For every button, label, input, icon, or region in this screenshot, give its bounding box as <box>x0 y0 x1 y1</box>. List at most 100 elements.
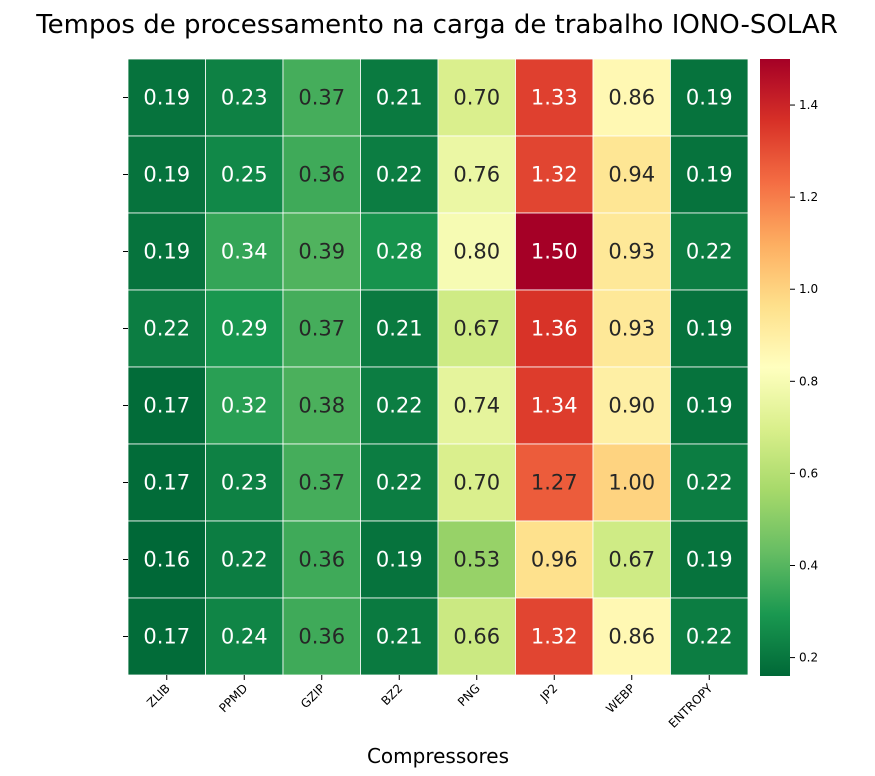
cell-value-label: 1.50 <box>531 240 578 264</box>
colorbar-tick-label: 0.8 <box>799 374 818 388</box>
heatmap-cell <box>592 135 671 214</box>
cell-value-label: 0.25 <box>221 163 268 187</box>
heatmap-cell <box>360 366 439 445</box>
cell-value-label: 0.19 <box>686 394 733 418</box>
heatmap-cell <box>360 58 439 137</box>
heatmap-cell <box>670 443 749 522</box>
cell-value-label: 0.74 <box>453 394 500 418</box>
heatmap-cell <box>205 135 284 214</box>
cell-value-label: 0.36 <box>298 163 345 187</box>
column-tick-label: JP2 <box>537 681 561 705</box>
cell-value-label: 1.36 <box>531 317 578 341</box>
cell-value-label: 0.22 <box>376 394 423 418</box>
heatmap-cell <box>282 443 361 522</box>
heatmap-cell <box>670 135 749 214</box>
cell-value-label: 1.33 <box>531 86 578 110</box>
cell-value-label: 0.32 <box>221 394 268 418</box>
cell-value-label: 0.37 <box>298 471 345 495</box>
heatmap-cell <box>205 212 284 291</box>
heatmap-cell <box>670 212 749 291</box>
cell-value-label: 0.17 <box>143 394 190 418</box>
heatmap-cell <box>670 520 749 599</box>
cell-value-label: 0.19 <box>376 548 423 572</box>
cell-value-label: 0.70 <box>453 86 500 110</box>
column-ticks: ZLIB PPMD GZIP BZ2 PNG JP2 WEBP ENTROPY <box>144 675 716 731</box>
colorbar-tick-label: 1.2 <box>799 190 818 204</box>
cell-value-label: 0.34 <box>221 240 268 264</box>
colorbar-tick-label: 1.4 <box>799 98 818 112</box>
column-tick-label: ENTROPY <box>666 681 716 731</box>
cell-value-label: 1.27 <box>531 471 578 495</box>
heatmap-cell <box>360 289 439 368</box>
heatmap-cell <box>127 520 206 599</box>
colorbar-scale <box>760 59 790 676</box>
colorbar-tick-label: 0.2 <box>799 651 818 665</box>
cell-value-label: 0.21 <box>376 317 423 341</box>
heatmap-cell <box>592 289 671 368</box>
cell-value-label: 0.36 <box>298 625 345 649</box>
colorbar-tick-label: 0.4 <box>799 558 818 572</box>
heatmap-cell <box>127 289 206 368</box>
heatmap-cell <box>360 212 439 291</box>
heatmap-cell <box>437 443 516 522</box>
cell-value-label: 0.70 <box>453 471 500 495</box>
cell-value-label: 0.17 <box>143 471 190 495</box>
heatmap-cell <box>670 58 749 137</box>
heatmap-cell <box>360 135 439 214</box>
cell-value-label: 0.23 <box>221 86 268 110</box>
cell-value-label: 0.21 <box>376 86 423 110</box>
heatmap-cell <box>437 289 516 368</box>
heatmap-cell <box>515 58 594 137</box>
cell-value-label: 0.93 <box>608 240 655 264</box>
heatmap-cell <box>670 597 749 676</box>
cell-value-label: 0.96 <box>531 548 578 572</box>
cell-value-label: 0.66 <box>453 625 500 649</box>
cell-value-label: 0.23 <box>221 471 268 495</box>
cell-value-label: 1.32 <box>531 163 578 187</box>
heatmap-cell <box>205 520 284 599</box>
cell-value-label: 0.19 <box>686 163 733 187</box>
heatmap-cell <box>437 212 516 291</box>
heatmap-cell <box>205 443 284 522</box>
heatmap-cell <box>592 212 671 291</box>
heatmap-cell <box>437 366 516 445</box>
cell-value-label: 0.19 <box>686 317 733 341</box>
column-tick-label: PPMD <box>216 681 250 715</box>
heatmap-cell <box>282 520 361 599</box>
cell-value-label: 0.86 <box>608 86 655 110</box>
heatmap-cell <box>282 366 361 445</box>
cell-value-label: 0.67 <box>453 317 500 341</box>
cell-value-label: 0.22 <box>686 471 733 495</box>
cell-value-label: 0.39 <box>298 240 345 264</box>
cell-value-label: 0.38 <box>298 394 345 418</box>
cell-value-label: 0.28 <box>376 240 423 264</box>
heatmap-cell <box>282 597 361 676</box>
cell-value-label: 0.22 <box>143 317 190 341</box>
cell-value-label: 0.16 <box>143 548 190 572</box>
heatmap-cell <box>282 212 361 291</box>
colorbar-tick-label: 1.0 <box>799 282 818 296</box>
row-ticks <box>123 97 128 637</box>
heatmap-cell <box>437 135 516 214</box>
cell-value-label: 0.37 <box>298 86 345 110</box>
cell-value-label: 0.29 <box>221 317 268 341</box>
heatmap-cell <box>127 212 206 291</box>
colorbar-tick-label: 0.6 <box>799 466 818 480</box>
cell-value-label: 0.86 <box>608 625 655 649</box>
column-tick-label: ZLIB <box>144 681 173 710</box>
cell-value-label: 0.19 <box>143 240 190 264</box>
cell-value-label: 0.22 <box>376 471 423 495</box>
colorbar: 0.2 0.4 0.6 0.8 1.0 1.2 1.4 <box>760 59 818 676</box>
column-tick-label: PNG <box>455 681 483 709</box>
cell-value-label: 0.24 <box>221 625 268 649</box>
column-tick-label: BZ2 <box>378 681 405 708</box>
heatmap-cell <box>515 212 594 291</box>
heatmap-cell <box>592 366 671 445</box>
heatmap-cell <box>437 520 516 599</box>
heatmap-cell <box>437 58 516 137</box>
heatmap-cell <box>515 443 594 522</box>
cell-value-label: 0.22 <box>221 548 268 572</box>
heatmap-grid: 0.19 0.23 0.37 0.21 0.70 1.33 0.86 0.19 0.19 0.25… <box>127 58 749 676</box>
heatmap-cell <box>205 58 284 137</box>
